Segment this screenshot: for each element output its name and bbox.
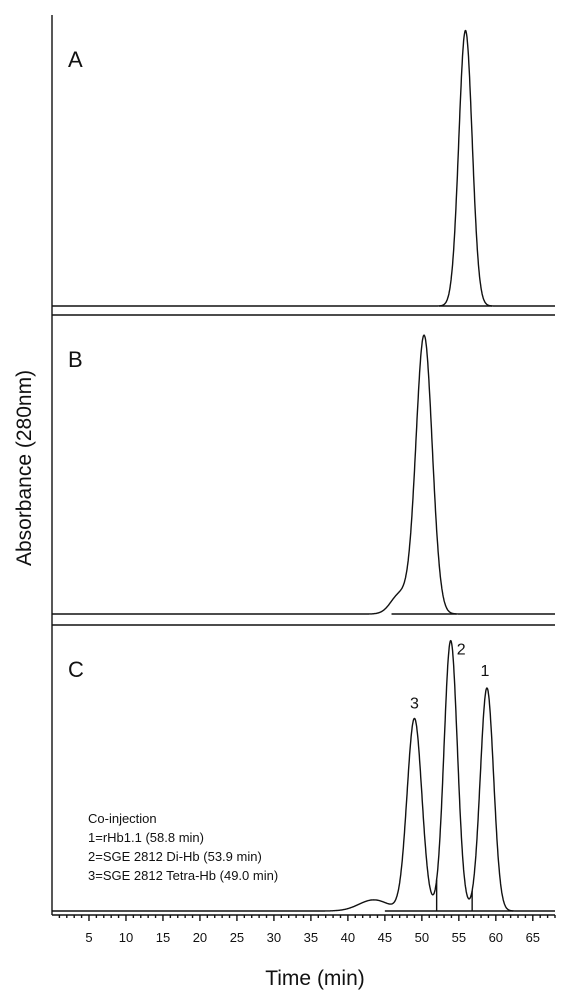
peak-label: 3 <box>410 695 419 712</box>
x-tick-label: 30 <box>267 930 281 945</box>
trace-panel-c <box>51 639 556 912</box>
x-tick-label: 60 <box>489 930 503 945</box>
panel-label: B <box>68 347 83 372</box>
x-tick-label: 65 <box>526 930 540 945</box>
legend-entry: 3=SGE 2812 Tetra-Hb (49.0 min) <box>88 868 278 883</box>
x-tick-label: 5 <box>85 930 92 945</box>
chart-traces <box>51 29 556 912</box>
chart-frame <box>51 15 555 916</box>
x-tick-label: 15 <box>156 930 170 945</box>
legend-entry: Co-injection <box>88 811 157 826</box>
peak-label: 2 <box>457 642 466 659</box>
x-axis-ticks: 5 10 15 20 25 30 35 40 45 50 55 60 65 <box>58 915 556 945</box>
x-tick-label: 55 <box>452 930 466 945</box>
legend-entry: 2=SGE 2812 Di-Hb (53.9 min) <box>88 849 262 864</box>
x-tick-label: 25 <box>230 930 244 945</box>
trace-panel-a <box>51 29 556 307</box>
x-tick-label: 20 <box>193 930 207 945</box>
x-tick-label: 50 <box>415 930 429 945</box>
panel-label: C <box>68 657 84 682</box>
trace-panel-b <box>51 334 556 615</box>
x-axis-title: Time (min) <box>265 967 365 990</box>
peak-label: 1 <box>480 663 489 680</box>
x-tick-label: 10 <box>119 930 133 945</box>
x-tick-label: 35 <box>304 930 318 945</box>
chart-annotations: A B C 3 21 Co-injection 1=rHb1.1 (58.8 min) 2=S… <box>68 47 489 883</box>
panel-label: A <box>68 47 83 72</box>
y-axis-title: Absorbance (280nm) <box>13 370 36 566</box>
legend-entry: 1=rHb1.1 (58.8 min) <box>88 830 204 845</box>
x-tick-label: 45 <box>378 930 392 945</box>
x-tick-label: 40 <box>341 930 355 945</box>
